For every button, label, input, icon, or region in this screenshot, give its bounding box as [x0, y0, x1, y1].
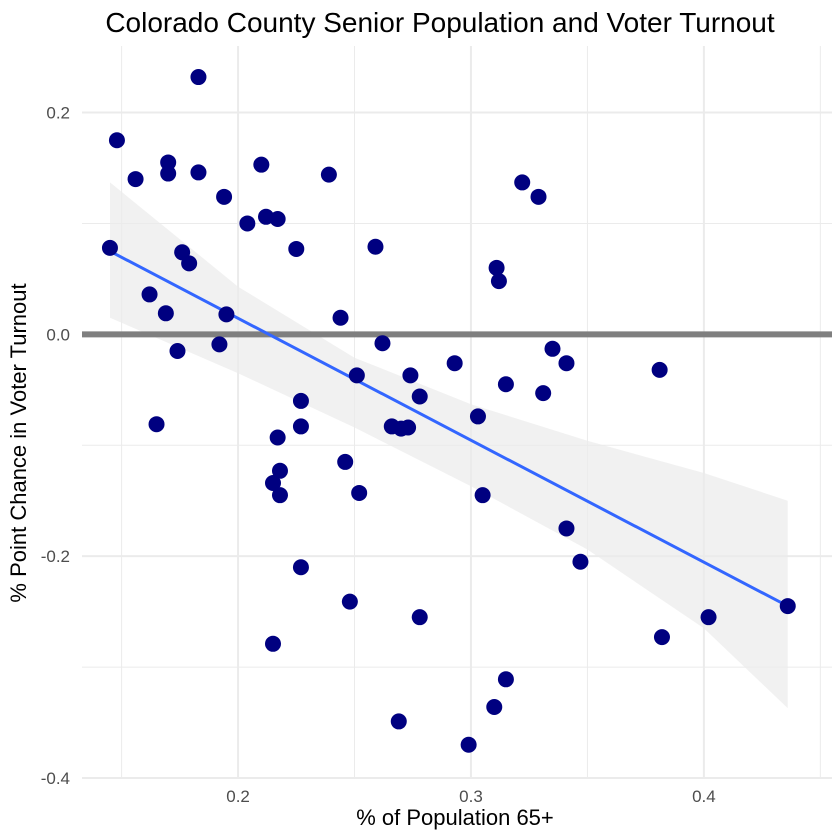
y-axis-label: % Point Chance in Voter Turnout [6, 283, 31, 602]
y-tick-label: 0.2 [46, 104, 70, 123]
confidence-band [110, 182, 788, 709]
data-point [108, 132, 125, 149]
data-point [460, 736, 477, 753]
data-points [101, 69, 796, 753]
data-point [558, 520, 575, 537]
data-point [486, 699, 503, 716]
data-point [101, 239, 118, 256]
data-point [141, 286, 158, 303]
data-point [514, 174, 531, 191]
data-point [127, 171, 144, 188]
data-point [544, 340, 561, 357]
data-point [253, 156, 270, 173]
data-point [411, 388, 428, 405]
y-tick-label: -0.4 [41, 769, 70, 788]
y-tick-label: 0.0 [46, 325, 70, 344]
data-point [190, 164, 207, 181]
data-point [497, 671, 514, 688]
x-tick-labels: 0.2 0.3 0.4 [226, 787, 715, 806]
data-point [264, 474, 281, 491]
data-point [218, 306, 235, 323]
x-tick-label: 0.4 [692, 787, 716, 806]
y-tick-label: -0.2 [41, 547, 70, 566]
data-point [211, 336, 228, 353]
chart-title: Colorado County Senior Population and Vo… [105, 7, 775, 38]
data-point [535, 385, 552, 402]
data-point [341, 593, 358, 610]
data-point [653, 629, 670, 646]
data-point [288, 240, 305, 257]
y-tick-labels: -0.4 -0.2 0.0 0.2 [41, 104, 70, 788]
data-point [320, 166, 337, 183]
data-point [779, 598, 796, 615]
data-point [400, 419, 417, 436]
x-tick-label: 0.2 [226, 787, 250, 806]
data-point [348, 367, 365, 384]
data-point [292, 559, 309, 576]
data-point [190, 69, 207, 86]
data-point [700, 609, 717, 626]
data-point [160, 154, 177, 171]
data-point [411, 609, 428, 626]
data-point [402, 367, 419, 384]
data-point [292, 418, 309, 435]
data-point [446, 355, 463, 372]
data-point [474, 487, 491, 504]
data-point [367, 238, 384, 255]
data-point [160, 165, 177, 182]
data-point [572, 553, 589, 570]
data-point [351, 484, 368, 501]
data-point [651, 361, 668, 378]
data-point [148, 416, 165, 433]
data-point [169, 343, 186, 359]
data-point [292, 392, 309, 409]
data-point [497, 376, 514, 393]
data-point [157, 305, 174, 322]
data-point [488, 259, 505, 276]
data-point [239, 215, 256, 232]
data-point [469, 408, 486, 425]
data-point [558, 355, 575, 372]
data-point [271, 487, 288, 504]
data-point [490, 273, 507, 290]
fit-line-group [109, 249, 789, 608]
data-point [374, 335, 391, 352]
data-point [269, 211, 286, 228]
data-point [216, 188, 233, 205]
regression-line [109, 249, 789, 608]
data-point [530, 188, 547, 205]
data-point [181, 255, 198, 272]
x-tick-label: 0.3 [459, 787, 483, 806]
data-point [264, 635, 281, 652]
data-point [269, 429, 286, 446]
data-point [337, 453, 354, 470]
x-axis-label: % of Population 65+ [356, 805, 554, 830]
data-point [271, 462, 288, 479]
data-point [332, 309, 349, 326]
data-point [390, 713, 407, 730]
confidence-band-group [110, 182, 788, 709]
